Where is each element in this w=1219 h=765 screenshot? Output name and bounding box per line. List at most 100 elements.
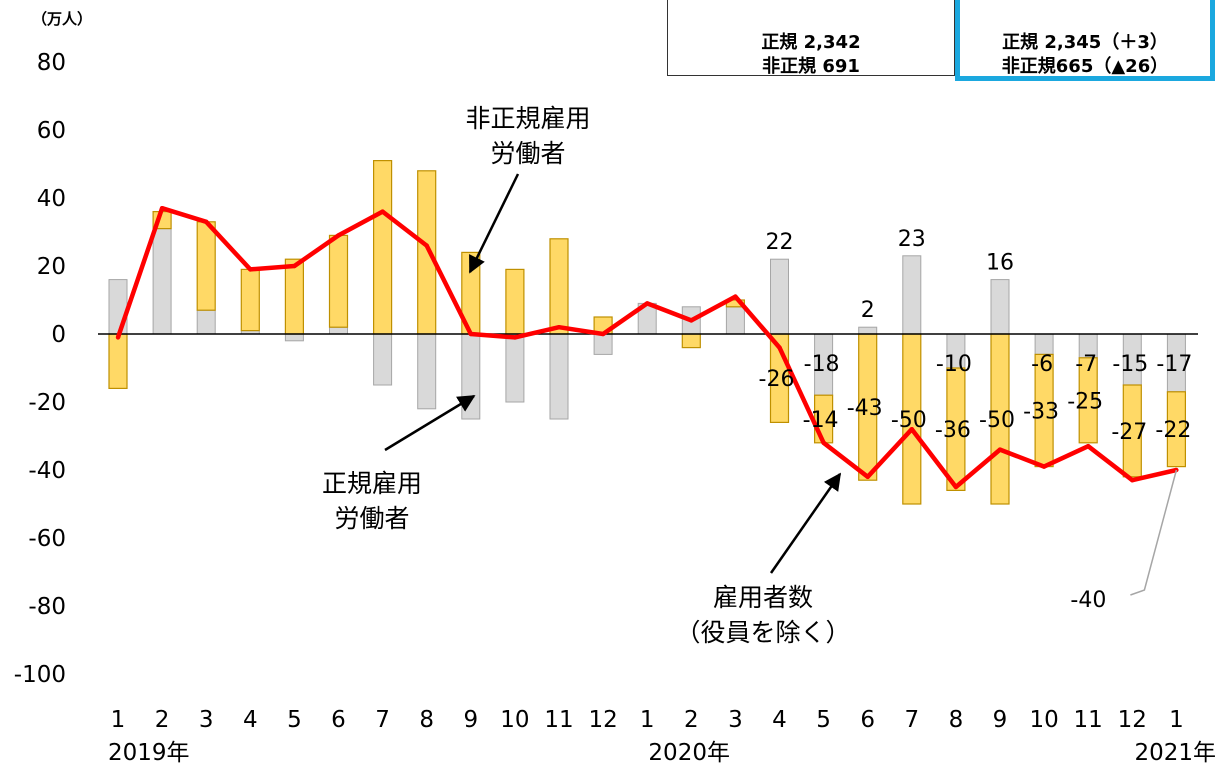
x-tick-label: 5 [816,707,831,733]
x-tick-label: 1 [640,707,655,733]
total-line-point [556,325,562,330]
y-tick-label: -60 [28,526,66,552]
total-line-point [115,335,121,340]
regular-data-label: 23 [898,227,926,252]
total-line-point [336,233,341,238]
x-tick-label: 10 [1029,707,1058,733]
total-line-point [468,331,473,337]
x-year-label: 2019年 [108,740,190,765]
nonregular-bar [549,238,569,335]
x-tick-label: 1 [1169,707,1184,733]
annotation-nonregular: 非正規雇用 [465,104,590,133]
nonregular-bar [417,170,437,335]
x-tick-label: 6 [331,707,346,733]
nonregular-bar [1122,384,1142,478]
nonregular-bar [1166,391,1187,468]
info-box-2-nonregular: 非正規665（▲26） [1001,56,1169,77]
x-tick-label: 9 [993,707,1008,733]
x-tick-label: 2 [155,707,170,733]
annotation-regular: 正規雇用 [322,469,422,498]
regular-data-label: -18 [804,352,840,377]
x-year-label: 2020年 [648,740,730,765]
total-line-point [1086,444,1091,449]
nonregular-data-label: -26 [759,367,795,392]
total-line-point [645,301,650,306]
total-line-point [1041,464,1047,469]
unit-label: （万人） [32,10,92,28]
x-tick-label: 8 [419,707,434,733]
x-tick-label: 2 [684,707,699,733]
total-employees-line [115,205,1177,490]
x-tick-label: 12 [588,707,617,733]
nonregular-bar [108,333,128,390]
regular-bar [725,306,745,335]
regular-bar [549,333,569,420]
total-line-point [1174,467,1179,473]
regular-bar [593,333,613,355]
y-tick-label: 20 [37,254,66,280]
x-tick-label: 11 [544,707,573,733]
regular-data-label: -6 [1031,352,1053,377]
regular-bar [902,255,922,335]
nonregular-data-label: -43 [847,396,883,421]
regular-bar [417,333,437,410]
total-line-point [821,440,826,445]
nonregular-data-label: -22 [1155,418,1191,443]
y-tick-label: -80 [28,594,66,620]
nonregular-data-label: -27 [1111,420,1147,445]
total-line-point [1130,478,1135,483]
nonregular-data-label: -36 [935,418,971,443]
nonregular-bar [240,268,260,332]
y-tick-label: -20 [28,390,66,416]
annotation-regular: 労働者 [334,504,409,533]
total-line-point [689,318,694,323]
x-tick-label: 3 [199,707,214,733]
x-tick-label: 7 [375,707,390,733]
total-data-label: -40 [1070,588,1106,613]
total-line-point [953,484,959,490]
y-tick-label: -40 [28,458,66,484]
total-line-point [997,447,1003,452]
info-box-current: 正規 2,345（＋3） 非正規665（▲26） [955,0,1215,81]
x-year-label: 2021年 [1134,740,1216,765]
regular-bar [858,326,878,335]
total-line-point [733,294,738,299]
regular-bar [152,228,172,335]
y-tick-label: 80 [37,50,66,76]
y-tick-label: 0 [51,322,66,348]
x-tick-label: 11 [1074,707,1103,733]
regular-data-label: -10 [936,352,972,377]
x-tick-label: 3 [728,707,743,733]
regular-bar [329,326,348,335]
x-tick-label: 10 [500,707,529,733]
annotation-total: （役員を除く） [675,618,850,647]
nonregular-arrow [468,173,520,274]
regular-bar [990,279,1010,335]
x-tick-label: 4 [772,707,787,733]
regular-data-label: -7 [1075,352,1097,377]
y-tick-label: -100 [14,662,66,688]
total-line-point [865,474,870,479]
x-tick-label: 5 [287,707,302,733]
nonregular-bar [681,333,701,349]
total-line-point [600,331,606,337]
nonregular-bar [1078,357,1098,444]
total-line-point [909,427,914,432]
total-line-point [248,267,253,272]
nonregular-data-label: -25 [1067,389,1103,414]
x-tick-label: 1 [111,707,126,733]
regular-data-label: -17 [1156,352,1192,377]
total-label-leader [1130,469,1178,596]
regular-data-label: 22 [766,230,794,255]
regular-bar [284,333,304,342]
total-line-point [512,335,518,340]
regular-bar [505,333,525,403]
x-tick-label: 7 [904,707,919,733]
info-box-1-nonregular: 非正規 691 [762,56,860,77]
x-tick-label: 9 [463,707,478,733]
total-line-point [424,243,429,248]
info-box-1-regular: 正規 2,342 [761,32,861,53]
nonregular-bar [373,160,393,335]
nonregular-bar [328,234,349,328]
